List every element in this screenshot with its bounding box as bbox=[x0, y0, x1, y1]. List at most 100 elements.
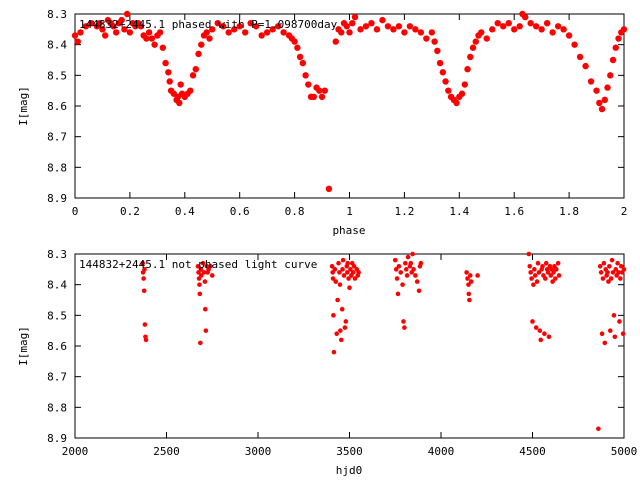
unphased-data-point bbox=[342, 325, 348, 330]
unphased-x-ticks: 2000 2500 3000 3500 4000 4500 5000 bbox=[62, 254, 638, 458]
unphased-data-point bbox=[527, 263, 533, 269]
unphased-data-point bbox=[335, 297, 340, 303]
phased-data-point bbox=[101, 32, 109, 39]
phased-data-point bbox=[123, 10, 131, 18]
phased-data-point bbox=[401, 29, 408, 36]
phased-x-tick-label: 1.4 bbox=[449, 205, 469, 218]
phased-data-point bbox=[571, 41, 578, 48]
unphased-data-point bbox=[620, 331, 626, 337]
phased-data-point bbox=[151, 41, 158, 48]
phased-y-tick-label: 8.4 bbox=[47, 39, 67, 52]
unphased-data-point bbox=[337, 282, 343, 287]
phased-data-point bbox=[162, 59, 169, 67]
phased-data-point bbox=[406, 23, 414, 30]
phased-data-point bbox=[390, 26, 397, 33]
unphased-x-tick-label: 5000 bbox=[611, 445, 638, 458]
unphased-data-point bbox=[538, 337, 544, 343]
phased-data-point bbox=[231, 26, 238, 33]
unphased-data-point bbox=[411, 267, 416, 272]
phased-data-point bbox=[469, 44, 477, 51]
unphased-data-point bbox=[418, 260, 424, 266]
phased-data-point bbox=[343, 23, 350, 30]
phased-data-point bbox=[209, 26, 216, 33]
unphased-data-point bbox=[475, 273, 480, 278]
phased-data-point bbox=[346, 29, 353, 36]
phased-data-point bbox=[442, 78, 449, 85]
phased-data-point bbox=[176, 99, 183, 107]
unphased-data-point bbox=[142, 322, 148, 327]
unphased-chart-title: 144832+2445.1 not phased light curve bbox=[79, 258, 317, 271]
phased-data-point bbox=[159, 44, 167, 51]
phased-data-point bbox=[607, 72, 614, 79]
unphased-data-point bbox=[352, 276, 358, 281]
phased-data-point bbox=[478, 29, 485, 36]
unphased-data-point bbox=[393, 267, 399, 272]
phased-data-point bbox=[395, 23, 403, 30]
phased-data-point bbox=[280, 29, 287, 36]
phased-data-point bbox=[291, 38, 298, 45]
unphased-data-point bbox=[333, 279, 339, 284]
unphased-y-tick-label: 8.4 bbox=[47, 279, 67, 292]
phased-data-point bbox=[472, 38, 479, 45]
unphased-data-point bbox=[394, 276, 400, 281]
phased-data-point bbox=[206, 35, 213, 42]
phased-plot-frame bbox=[74, 13, 625, 199]
phased-data-point bbox=[299, 59, 307, 67]
phased-data-point bbox=[247, 20, 254, 27]
phased-data-point bbox=[99, 26, 106, 33]
unphased-data-point bbox=[556, 273, 562, 278]
unphased-data-point bbox=[610, 270, 616, 275]
unphased-data-point bbox=[336, 260, 341, 266]
unphased-data-point bbox=[341, 273, 347, 278]
unphased-data-point bbox=[545, 270, 551, 275]
unphased-data-point bbox=[542, 331, 547, 337]
unphased-data-point bbox=[468, 279, 474, 284]
phased-data-point bbox=[587, 78, 595, 85]
phased-x-axis-label: phase bbox=[332, 224, 365, 237]
unphased-x-tick-label: 4000 bbox=[428, 445, 455, 458]
phased-data-point bbox=[166, 78, 173, 85]
phased-y-tick-label: 8.7 bbox=[47, 131, 67, 144]
phased-data-point bbox=[565, 32, 573, 39]
unphased-data-point bbox=[200, 260, 206, 266]
phased-data-point bbox=[379, 16, 386, 24]
unphased-data-point bbox=[395, 291, 401, 297]
phased-data-point bbox=[538, 26, 545, 33]
phased-data-point bbox=[214, 20, 221, 27]
phased-data-point bbox=[203, 29, 210, 36]
phased-x-tick-label: 0.2 bbox=[120, 205, 140, 218]
unphased-data-point bbox=[346, 276, 351, 281]
phased-data-point bbox=[532, 23, 540, 30]
phased-data-point bbox=[483, 35, 490, 42]
unphased-data-point bbox=[209, 273, 215, 278]
phased-data-point bbox=[316, 87, 323, 94]
unphased-data-point bbox=[396, 263, 402, 269]
phased-data-point bbox=[362, 23, 370, 30]
unphased-data-point bbox=[340, 267, 345, 272]
phased-data-point bbox=[252, 23, 260, 30]
unphased-data-point bbox=[416, 288, 422, 294]
unphased-data-point bbox=[408, 260, 414, 266]
unphased-data-point bbox=[613, 267, 619, 272]
unphased-data-point bbox=[611, 313, 617, 318]
phased-data-point bbox=[71, 32, 79, 39]
unphased-data-point bbox=[410, 251, 415, 257]
phased-y-tick-label: 8.5 bbox=[47, 69, 67, 82]
unphased-data-point bbox=[329, 263, 335, 269]
phased-data-point bbox=[349, 20, 356, 27]
unphased-data-point bbox=[340, 257, 346, 263]
unphased-data-point bbox=[528, 270, 533, 275]
unphased-data-point bbox=[599, 331, 605, 337]
unphased-data-point bbox=[400, 282, 405, 287]
phased-data-point bbox=[368, 20, 375, 27]
unphased-data-point bbox=[467, 297, 472, 303]
phased-y-ticks: 8.3 8.4 8.5 8.6 8.7 8.8 8.9 bbox=[47, 8, 624, 205]
phased-data-point bbox=[338, 29, 345, 36]
unphased-data-point bbox=[618, 263, 624, 269]
phased-data-point bbox=[126, 29, 134, 36]
unphased-data-point bbox=[466, 291, 472, 297]
unphased-data-point bbox=[143, 337, 149, 343]
unphased-data-point bbox=[337, 270, 342, 275]
unphased-data-point bbox=[535, 260, 541, 266]
phased-data-point bbox=[195, 50, 202, 58]
